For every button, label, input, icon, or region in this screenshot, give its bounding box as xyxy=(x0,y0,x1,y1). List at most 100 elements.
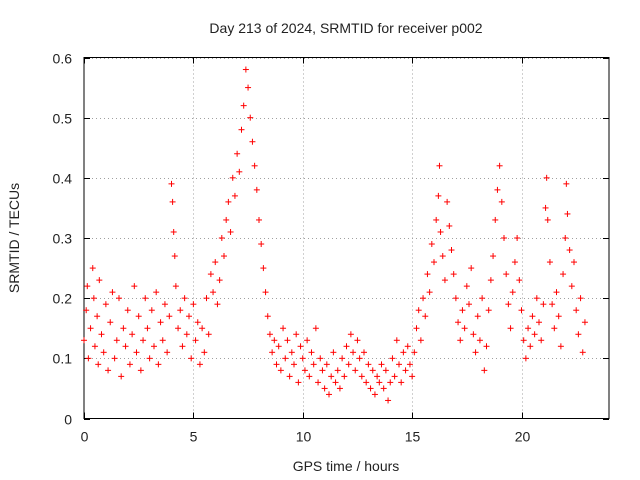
data-point xyxy=(169,198,176,205)
data-point xyxy=(542,204,549,211)
data-point xyxy=(221,253,227,260)
data-point xyxy=(468,265,475,272)
data-point xyxy=(124,307,131,314)
data-point xyxy=(474,313,481,320)
data-point xyxy=(91,343,98,350)
data-point xyxy=(122,343,129,350)
data-point xyxy=(503,271,510,278)
data-point xyxy=(284,337,291,344)
data-point xyxy=(378,361,385,368)
data-point xyxy=(81,337,87,344)
data-point xyxy=(437,228,444,235)
data-point xyxy=(463,283,470,290)
data-point xyxy=(581,319,588,326)
data-point xyxy=(95,361,102,368)
data-point xyxy=(470,331,477,338)
data-point xyxy=(573,307,580,314)
data-point xyxy=(231,192,238,199)
data-point xyxy=(424,271,431,278)
data-point xyxy=(538,337,545,344)
data-point xyxy=(326,391,332,398)
y-axis-label: SRMTID / TECUs xyxy=(6,183,22,293)
data-point xyxy=(369,367,376,374)
data-point xyxy=(543,174,550,181)
data-point xyxy=(102,301,109,308)
data-point xyxy=(238,126,245,133)
data-point xyxy=(288,349,295,356)
data-point xyxy=(155,361,162,368)
data-point xyxy=(94,313,101,320)
data-point xyxy=(269,349,276,356)
data-point xyxy=(135,313,142,320)
data-point xyxy=(435,192,442,199)
data-point xyxy=(89,265,96,272)
data-point xyxy=(133,349,140,356)
data-point-layer xyxy=(81,66,588,404)
data-point xyxy=(571,259,577,266)
data-point xyxy=(111,355,118,362)
tick-label-layer: 0 5 10 15 20 0 0.1 0.2 0.3 0.4 0.5 0.6 xyxy=(53,51,531,445)
data-point xyxy=(354,337,361,344)
data-point xyxy=(142,295,149,302)
data-point xyxy=(479,295,486,302)
data-point xyxy=(529,313,536,320)
data-point xyxy=(350,349,357,356)
y-tick-label: 0.4 xyxy=(53,171,73,187)
data-point xyxy=(118,373,125,380)
data-point xyxy=(459,307,466,314)
data-point xyxy=(557,343,564,350)
data-point xyxy=(361,349,367,356)
x-tick-label: 5 xyxy=(190,429,198,445)
data-point xyxy=(422,313,429,320)
data-point xyxy=(245,84,252,91)
data-point xyxy=(164,349,171,356)
x-tick-label: 15 xyxy=(405,429,421,445)
data-point xyxy=(286,373,293,380)
data-point xyxy=(306,373,313,380)
data-point xyxy=(553,289,560,296)
data-point xyxy=(166,313,173,320)
data-point xyxy=(280,325,287,332)
data-point xyxy=(505,301,512,308)
data-point xyxy=(352,367,359,374)
data-point xyxy=(186,313,192,320)
data-point xyxy=(188,355,195,362)
data-point xyxy=(170,228,177,235)
data-point xyxy=(109,289,116,296)
data-point xyxy=(466,301,472,308)
data-point xyxy=(319,367,326,374)
data-point xyxy=(564,210,571,217)
data-point xyxy=(291,361,297,368)
data-point xyxy=(563,180,570,187)
data-point xyxy=(113,337,120,344)
data-point xyxy=(273,361,280,368)
data-point xyxy=(536,319,542,326)
data-point xyxy=(183,331,190,338)
data-point xyxy=(194,319,201,326)
data-point xyxy=(175,325,182,332)
data-point xyxy=(116,295,122,302)
data-point xyxy=(501,235,507,241)
data-point xyxy=(105,367,112,374)
data-point xyxy=(177,307,184,314)
x-tick-label: 10 xyxy=(296,429,312,445)
data-point xyxy=(236,168,243,175)
data-point xyxy=(514,235,521,241)
data-point xyxy=(258,241,265,248)
data-point xyxy=(85,355,92,362)
x-tick-label: 20 xyxy=(515,429,531,445)
data-point xyxy=(562,235,569,241)
data-point xyxy=(98,331,105,338)
data-point xyxy=(264,313,271,320)
data-point xyxy=(168,180,175,187)
data-point xyxy=(159,337,166,344)
data-point xyxy=(439,253,446,260)
data-point xyxy=(444,198,451,205)
data-point xyxy=(120,325,127,332)
data-point xyxy=(137,367,144,374)
data-point xyxy=(253,186,260,193)
data-point xyxy=(229,174,236,181)
data-point xyxy=(262,289,269,296)
data-point xyxy=(483,343,490,350)
data-point xyxy=(339,355,346,362)
